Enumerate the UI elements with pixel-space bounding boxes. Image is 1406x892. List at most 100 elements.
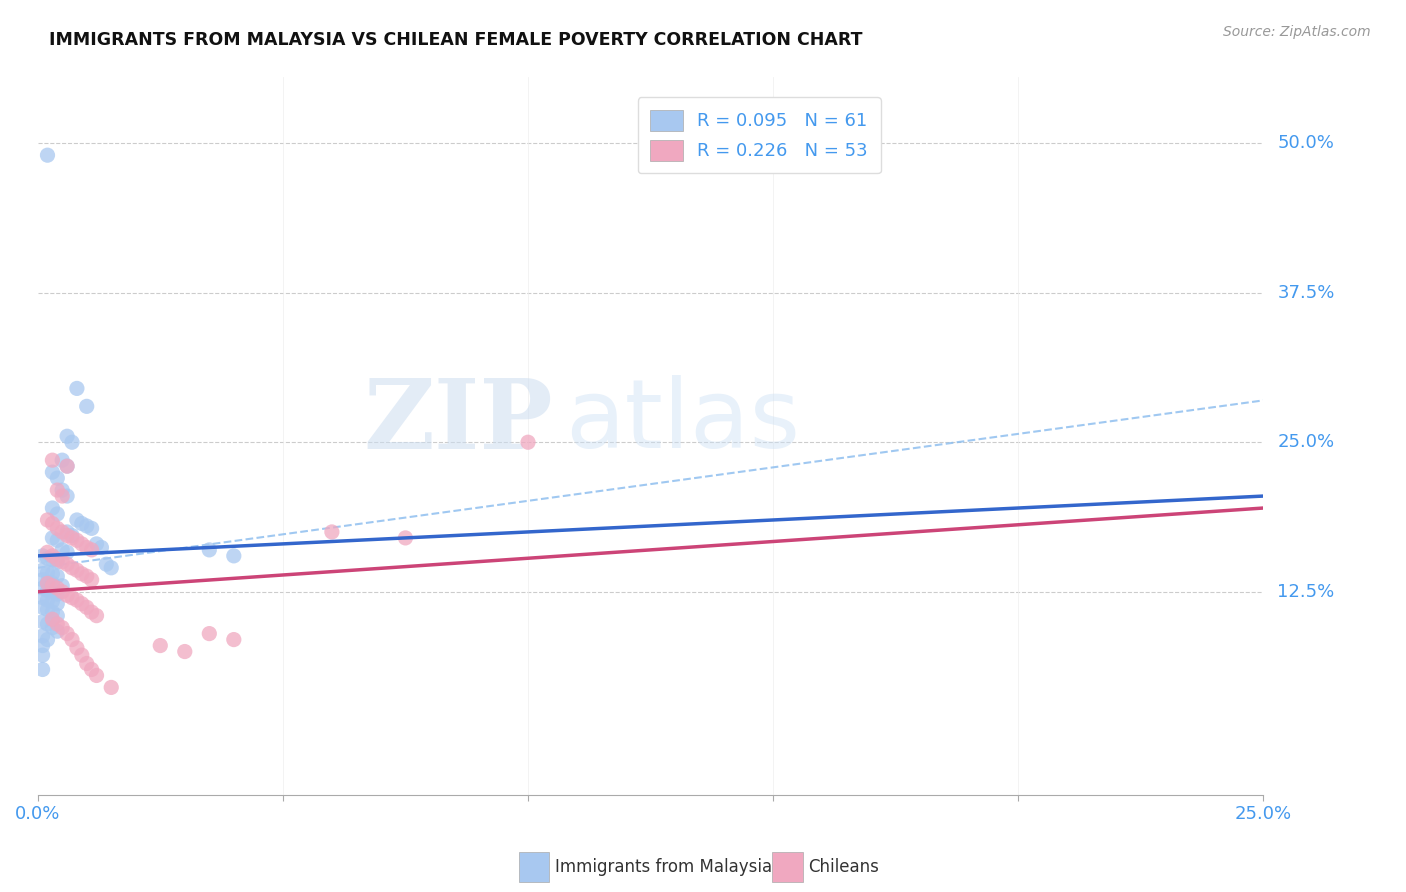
- Point: [56, 545, 79, 559]
- Text: atlas: atlas: [565, 376, 800, 468]
- Point: [76, 657, 98, 671]
- Point: [37, 575, 59, 590]
- Point: [66, 513, 89, 527]
- Point: [96, 558, 118, 572]
- Text: 37.5%: 37.5%: [1278, 284, 1334, 301]
- Point: [149, 639, 172, 653]
- Point: [56, 626, 79, 640]
- Point: [66, 640, 89, 655]
- Point: [80, 573, 103, 587]
- Point: [70, 566, 93, 581]
- Point: [41, 531, 63, 545]
- Point: [46, 471, 69, 485]
- Point: [56, 489, 79, 503]
- Point: [80, 663, 103, 677]
- Point: [86, 537, 108, 551]
- Point: [31, 600, 53, 615]
- Point: [56, 459, 79, 474]
- Point: [76, 600, 98, 615]
- Point: [56, 459, 79, 474]
- Text: 12.5%: 12.5%: [1278, 582, 1334, 600]
- Point: [76, 569, 98, 583]
- Point: [31, 648, 53, 662]
- Point: [46, 581, 69, 595]
- Point: [56, 528, 79, 542]
- Point: [41, 576, 63, 591]
- Point: [70, 537, 93, 551]
- Text: 50.0%: 50.0%: [1278, 134, 1334, 153]
- Text: IMMIGRANTS FROM MALAYSIA VS CHILEAN FEMALE POVERTY CORRELATION CHART: IMMIGRANTS FROM MALAYSIA VS CHILEAN FEMA…: [49, 31, 863, 49]
- Point: [60, 528, 83, 542]
- Point: [70, 516, 93, 531]
- Point: [41, 453, 63, 467]
- Point: [46, 507, 69, 521]
- Point: [46, 597, 69, 611]
- Point: [46, 483, 69, 497]
- Point: [37, 566, 59, 580]
- Point: [46, 569, 69, 583]
- Point: [198, 542, 221, 557]
- Point: [46, 555, 69, 569]
- Point: [80, 542, 103, 557]
- Point: [41, 549, 63, 563]
- Text: Source: ZipAtlas.com: Source: ZipAtlas.com: [1223, 25, 1371, 39]
- Point: [41, 594, 63, 608]
- Point: [222, 549, 245, 563]
- Point: [31, 615, 53, 629]
- Point: [173, 644, 195, 658]
- Point: [198, 626, 221, 640]
- Point: [51, 524, 73, 539]
- Point: [51, 579, 73, 593]
- Point: [100, 561, 122, 575]
- Point: [41, 516, 63, 531]
- Text: Immigrants from Malaysia: Immigrants from Malaysia: [555, 858, 772, 876]
- Point: [41, 612, 63, 626]
- Point: [51, 621, 73, 635]
- Point: [56, 588, 79, 602]
- Point: [46, 624, 69, 639]
- Point: [76, 400, 98, 414]
- Point: [60, 632, 83, 647]
- Point: [321, 524, 343, 539]
- Point: [37, 148, 59, 162]
- Point: [41, 584, 63, 599]
- Point: [31, 663, 53, 677]
- Point: [66, 563, 89, 577]
- Point: [41, 579, 63, 593]
- Point: [46, 608, 69, 623]
- Point: [90, 541, 112, 555]
- Point: [70, 597, 93, 611]
- Point: [37, 632, 59, 647]
- Point: [37, 551, 59, 566]
- Point: [31, 573, 53, 587]
- Point: [37, 602, 59, 616]
- Point: [31, 591, 53, 605]
- Point: [46, 533, 69, 548]
- Point: [222, 632, 245, 647]
- Text: Chileans: Chileans: [808, 858, 879, 876]
- Point: [41, 501, 63, 516]
- Point: [56, 558, 79, 572]
- Point: [37, 593, 59, 607]
- Point: [76, 519, 98, 533]
- Point: [41, 621, 63, 635]
- Point: [60, 561, 83, 575]
- Point: [66, 381, 89, 395]
- Point: [86, 608, 108, 623]
- Point: [51, 453, 73, 467]
- Point: [100, 681, 122, 695]
- Point: [41, 465, 63, 479]
- Point: [31, 639, 53, 653]
- Point: [37, 583, 59, 598]
- Point: [37, 576, 59, 591]
- Point: [46, 587, 69, 601]
- Point: [76, 541, 98, 555]
- Point: [51, 584, 73, 599]
- Point: [41, 566, 63, 581]
- Point: [394, 531, 416, 545]
- Point: [37, 545, 59, 559]
- Point: [80, 605, 103, 619]
- Point: [37, 513, 59, 527]
- Point: [66, 593, 89, 607]
- Point: [31, 549, 53, 563]
